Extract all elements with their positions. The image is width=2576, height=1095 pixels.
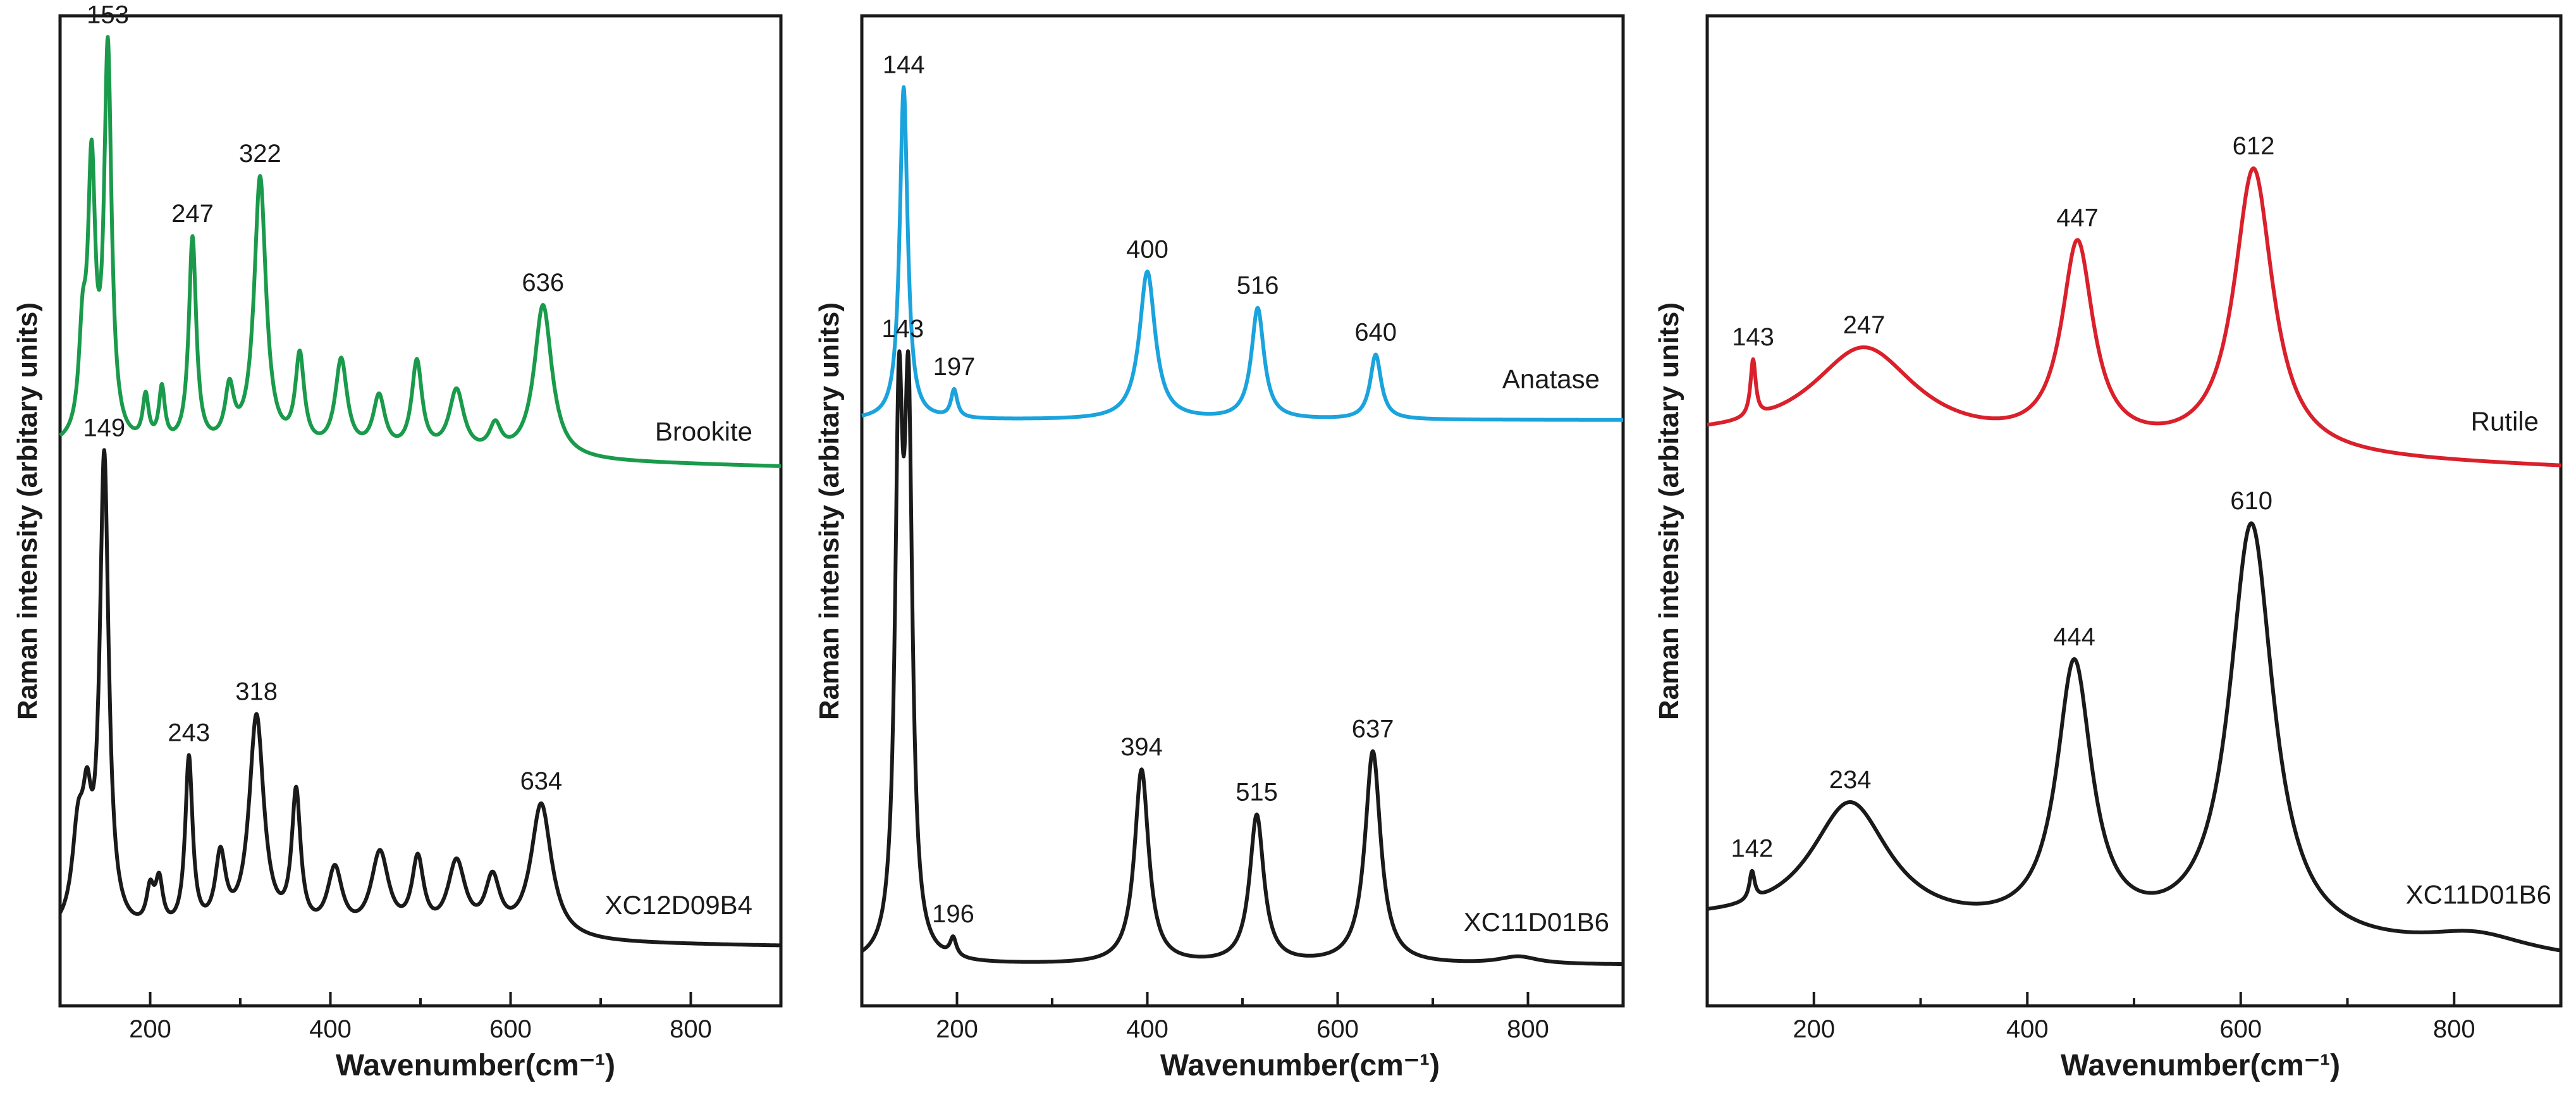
x-axis-ticks: 200 400 600 800: [129, 992, 712, 1043]
peak-label: 153: [87, 1, 129, 28]
peak-label: 149: [83, 414, 125, 442]
x-tick-label: 800: [1507, 1015, 1549, 1043]
x-tick-label: 200: [1793, 1015, 1835, 1043]
x-tick-label: 400: [1126, 1015, 1168, 1043]
peak-label: 516: [1237, 272, 1279, 300]
series-name-label: Rutile: [2471, 406, 2539, 436]
peak-label: 143: [881, 315, 924, 343]
series-name-label: XC11D01B6: [1464, 907, 1609, 937]
plot-frame: [860, 14, 1625, 1008]
x-tick-label: 600: [1316, 1015, 1359, 1043]
series-line-anatase: [860, 85, 1625, 422]
peak-label: 322: [239, 140, 281, 168]
peak-labels: 153 247 322 636 Brookite 149 243 318 634 XC12D09B…: [83, 1, 752, 919]
peak-label: 636: [522, 269, 564, 297]
x-tick-label: 400: [309, 1015, 352, 1043]
series-name-label: Brookite: [655, 416, 752, 446]
y-axis-label: Raman intensity (arbitary units): [814, 302, 845, 720]
peak-label: 612: [2233, 132, 2275, 160]
peak-label: 197: [933, 353, 976, 381]
peak-label: 394: [1120, 733, 1163, 761]
x-tick-label: 200: [936, 1015, 978, 1043]
spectra-curves: [58, 35, 783, 948]
panel-brookite: 200 400 600 800 153 247 322 636 Brookite 149 243 3…: [12, 1, 783, 1082]
panel-rutile: 200 400 600 800 143 247 447 612 Rutile 142 234 444…: [1653, 14, 2563, 1082]
x-axis-label: Wavenumber(cm⁻¹): [2061, 1049, 2340, 1082]
x-tick-label: 800: [2433, 1015, 2475, 1043]
peak-label: 243: [168, 719, 210, 746]
x-tick-label: 800: [670, 1015, 712, 1043]
series-name-label: XC12D09B4: [605, 890, 752, 920]
x-tick-label: 400: [2006, 1015, 2049, 1043]
peak-label: 637: [1352, 715, 1394, 743]
spectra-curves: [860, 85, 1625, 966]
x-axis-label: Wavenumber(cm⁻¹): [1160, 1049, 1440, 1082]
peak-label: 144: [883, 51, 925, 79]
peak-label: 142: [1731, 835, 1774, 863]
series-name-label: XC11D01B6: [2406, 880, 2551, 910]
plot-frame: [1705, 14, 2563, 1008]
peak-labels: 143 247 447 612 Rutile 142 234 444 610 XC11D01B6: [1731, 132, 2552, 910]
series-line-xc11d01b6: [860, 349, 1625, 966]
spectra-curves: [1705, 166, 2563, 953]
y-axis-label: Raman intensity (arbitary units): [1653, 302, 1684, 720]
peak-label: 196: [932, 900, 974, 928]
peak-label: 444: [2053, 623, 2095, 651]
peak-labels: 144 197 400 516 640 Anatase 143 196 394 515 637 XC1…: [881, 51, 1609, 937]
x-tick-label: 600: [2219, 1015, 2262, 1043]
peak-label: 247: [171, 200, 214, 228]
series-line-xc11d01b6: [1705, 521, 2563, 953]
x-tick-label: 600: [489, 1015, 532, 1043]
peak-label: 143: [1732, 323, 1774, 351]
peak-label: 234: [1829, 766, 1872, 794]
x-tick-label: 200: [129, 1015, 171, 1043]
x-axis-label: Wavenumber(cm⁻¹): [336, 1049, 615, 1082]
peak-label: 447: [2056, 204, 2099, 232]
peak-label: 400: [1126, 235, 1168, 263]
series-name-label: Anatase: [1502, 364, 1600, 394]
peak-label: 610: [2230, 487, 2272, 515]
panel-anatase: 200 400 600 800 144 197 400 516 640 Anatase 143 19…: [814, 14, 1625, 1082]
series-line-brookite: [58, 35, 783, 468]
series-line-xc12d09b4: [58, 448, 783, 948]
series-line-rutile: [1705, 166, 2563, 467]
x-axis-ticks: 200 400 600 800: [1793, 992, 2475, 1043]
y-axis-label: Raman intensity (arbitary units): [12, 302, 43, 720]
peak-label: 515: [1236, 778, 1278, 806]
peak-label: 247: [1843, 311, 1886, 339]
peak-label: 318: [235, 678, 278, 706]
peak-label: 640: [1354, 319, 1397, 347]
peak-label: 634: [520, 767, 563, 795]
x-axis-ticks: 200 400 600 800: [936, 992, 1549, 1043]
